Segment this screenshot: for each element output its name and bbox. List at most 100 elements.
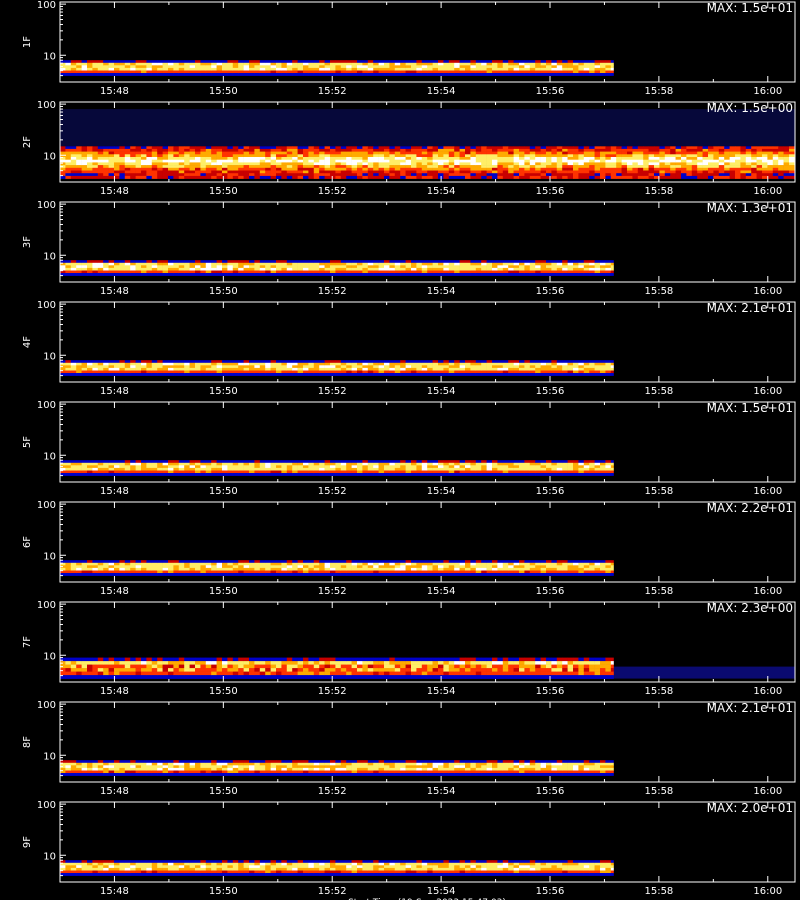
heatmap-cell	[297, 365, 304, 369]
heatmap-cell	[384, 60, 390, 64]
heatmap-cell	[562, 570, 568, 574]
heatmap-cell	[130, 460, 136, 464]
heatmap-cell	[313, 60, 320, 64]
heatmap-cell	[389, 460, 396, 464]
heatmap-cell	[524, 567, 531, 571]
heatmap-cell	[567, 567, 574, 571]
heatmap-cell	[243, 159, 250, 163]
heatmap-cell	[265, 567, 271, 571]
heatmap-cell	[481, 170, 487, 174]
heatmap-cell	[108, 573, 115, 576]
heatmap-cell	[168, 148, 174, 152]
heatmap-cell	[195, 567, 201, 571]
heatmap-cell	[124, 273, 131, 276]
heatmap-cell	[178, 373, 185, 376]
heatmap-cell	[362, 465, 369, 469]
heatmap-cell	[108, 173, 115, 177]
heatmap-cell	[540, 159, 547, 163]
heatmap-cell	[130, 562, 136, 566]
heatmap-cell	[351, 460, 358, 464]
heatmap-cell	[259, 165, 266, 169]
heatmap-cell	[114, 470, 120, 474]
heatmap-cell	[357, 262, 363, 266]
heatmap-cell	[76, 465, 82, 469]
heatmap-cell	[303, 365, 309, 369]
heatmap-cell	[70, 173, 77, 177]
heatmap-cell	[357, 154, 363, 158]
heatmap-cell	[465, 173, 471, 177]
heatmap-cell	[130, 154, 136, 158]
heatmap-cell	[330, 567, 336, 571]
heatmap-cell	[130, 157, 136, 160]
heatmap-cell	[616, 165, 622, 169]
heatmap-cell	[232, 151, 239, 155]
heatmap-cell	[411, 148, 417, 152]
heatmap-cell	[92, 260, 99, 264]
heatmap-cell	[416, 367, 423, 371]
heatmap-cell	[340, 167, 347, 171]
heatmap-cell	[238, 167, 244, 171]
heatmap-cell	[222, 573, 228, 576]
heatmap-cell	[562, 473, 568, 476]
heatmap-cell	[351, 562, 358, 566]
heatmap-cell	[632, 173, 639, 177]
heatmap-cell	[578, 60, 585, 64]
heatmap-cell	[103, 265, 109, 269]
heatmap-cell	[87, 367, 93, 371]
heatmap-cell	[502, 565, 509, 569]
heatmap-cell	[81, 570, 88, 574]
heatmap-cell	[108, 60, 115, 64]
heatmap-cell	[254, 467, 261, 471]
heatmap-cell	[141, 562, 147, 566]
heatmap-cell	[621, 165, 628, 169]
heatmap-cell	[432, 260, 439, 264]
heatmap-cell	[421, 460, 428, 464]
heatmap-cell	[411, 267, 417, 271]
heatmap-cell	[411, 67, 417, 71]
heatmap-cell	[513, 373, 520, 376]
heatmap-cell	[184, 565, 190, 569]
heatmap-cell	[81, 170, 88, 174]
heatmap-cell	[151, 154, 158, 158]
heatmap-cell	[556, 170, 563, 174]
heatmap-cell	[189, 165, 196, 169]
heatmap-cell	[519, 148, 525, 152]
heatmap-cell	[270, 70, 277, 74]
heatmap-cell	[502, 365, 509, 369]
heatmap-cell	[146, 573, 153, 576]
heatmap-cell	[232, 365, 239, 369]
heatmap-cell	[340, 570, 347, 574]
heatmap-cell	[362, 62, 369, 66]
heatmap-cell	[583, 167, 590, 171]
heatmap-cell	[589, 67, 595, 71]
heatmap-cells	[60, 560, 614, 576]
heatmap-cell	[578, 146, 585, 150]
heatmap-cell	[729, 159, 736, 163]
heatmap-cell	[157, 562, 163, 566]
heatmap-cell	[556, 270, 563, 274]
heatmap-cell	[432, 265, 439, 269]
heatmap-cell	[216, 65, 223, 69]
heatmap-cell	[157, 146, 163, 150]
heatmap-cell	[292, 148, 298, 152]
heatmap-cell	[324, 460, 331, 464]
heatmap-cell	[173, 467, 180, 471]
x-tick-label: 15:56	[536, 86, 565, 97]
heatmap-cell	[405, 462, 412, 466]
heatmap-cell	[600, 154, 606, 158]
heatmap-cell	[340, 267, 347, 271]
heatmap-cell	[70, 167, 77, 171]
heatmap-cell	[81, 60, 88, 64]
heatmap-cell	[562, 462, 568, 466]
heatmap-cell	[200, 273, 207, 276]
heatmap-cell	[276, 170, 282, 174]
heatmap-cell	[702, 159, 709, 163]
heatmap-cell	[297, 73, 304, 76]
heatmap-cell	[357, 148, 363, 152]
heatmap-cell	[319, 165, 325, 169]
heatmap-cell	[200, 460, 207, 464]
heatmap-cell	[421, 170, 428, 174]
heatmap-cell	[200, 162, 207, 166]
heatmap-cell	[238, 162, 244, 166]
heatmap-cell	[767, 148, 774, 152]
